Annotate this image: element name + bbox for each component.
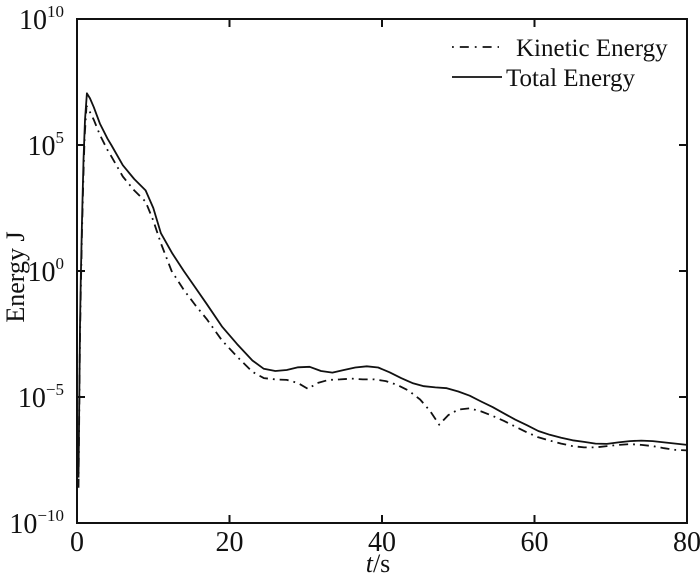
y-tick-label: 10−10	[9, 506, 64, 540]
y-tick-label: 10−5	[18, 380, 64, 414]
y-tick-label: 105	[28, 128, 65, 162]
x-tick-label: 60	[521, 527, 549, 558]
y-tick-label: 100	[28, 254, 65, 288]
legend-item-total-energy: Total Energy	[452, 65, 636, 92]
total-energy-line	[77, 92, 688, 478]
x-tick-label: 80	[673, 527, 700, 558]
legend-label: Kinetic Energy	[516, 35, 668, 62]
legend: Kinetic Energy Total Energy	[452, 35, 668, 92]
x-tick-label: 20	[216, 527, 244, 558]
x-tick-label: 0	[70, 527, 84, 558]
x-tick-label: 40	[368, 527, 396, 558]
legend-label: Total Energy	[506, 65, 636, 92]
y-axis-label: Energy J	[1, 231, 30, 322]
x-axis-ticks: 0 20 40 60 80	[70, 19, 700, 558]
y-tick-label: 1010	[19, 2, 64, 36]
plot-border	[76, 18, 688, 524]
y-axis-ticks: 1010 105 100 10−5 10−10	[9, 2, 687, 540]
kinetic-energy-line	[77, 105, 688, 488]
x-axis-label: t/s	[366, 549, 391, 578]
legend-item-kinetic-energy: Kinetic Energy	[452, 35, 668, 62]
